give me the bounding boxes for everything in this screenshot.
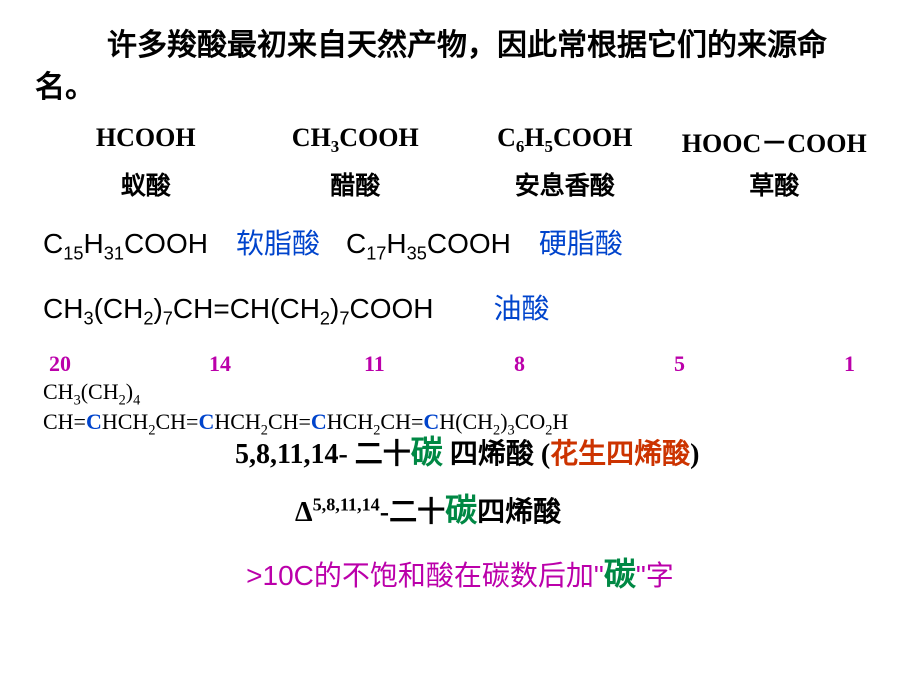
palmitic-formula: C15H31COOH [43, 228, 208, 265]
palmitic-name: 软脂酸 [236, 222, 320, 262]
delta-symbol: Δ [295, 497, 313, 528]
position-numbers: 20 14 11 8 5 1 [35, 351, 885, 377]
pos-20: 20 [49, 351, 209, 377]
formula-3: C6H5COOH [460, 123, 670, 160]
carbon-char-3: 碳 [604, 556, 636, 592]
peanut-acid: 花生四烯酸 [550, 439, 690, 470]
pos-8: 8 [514, 351, 674, 377]
mid-text: -二十 [380, 497, 445, 528]
prefix-numbers: 5,8,11,14- [235, 439, 355, 470]
naming-rule: >10C的不饱和酸在碳数后加"碳"字 [35, 549, 885, 595]
rule-p1: >10C的不饱和酸在碳数后加" [246, 560, 604, 591]
pos-5: 5 [674, 351, 844, 377]
formula-1: HCOOH [41, 123, 251, 160]
formula-2: CH3COOH [251, 123, 461, 160]
delta-sup: 5,8,11,14 [313, 495, 380, 515]
stearic-name: 硬脂酸 [539, 222, 623, 262]
oleic-name: 油酸 [494, 287, 550, 327]
oleic-formula: CH3(CH2)7CH=CH(CH2)7COOH [43, 293, 434, 330]
suffix-1: 四烯酸 ( [443, 439, 550, 470]
rule-p2: "字 [636, 560, 674, 591]
intro-text: 许多羧酸最初来自天然产物，因此常根据它们的来源命名。 [35, 25, 885, 109]
fatty-row-1: C15H31COOH 软脂酸 C17H35COOH 硬脂酸 [35, 222, 885, 265]
name-3: 安息香酸 [460, 166, 670, 202]
pos-11: 11 [364, 351, 514, 377]
long-formula-line1: CH3(CH2)4 [43, 379, 885, 409]
acid-names-row: 蚁酸 醋酸 安息香酸 草酸 [35, 166, 885, 202]
formula-4: HOOC－COOH [670, 123, 880, 160]
fatty-row-2: CH3(CH2)7CH=CH(CH2)7COOH 油酸 [35, 287, 885, 330]
name-4: 草酸 [670, 166, 880, 202]
carbon-char-1: 碳 [411, 434, 443, 470]
acid-formulas-row: HCOOH CH3COOH C6H5COOH HOOC－COOH [35, 123, 885, 160]
compound-name-2: Δ5,8,11,14-二十碳四烯酸 [35, 485, 885, 531]
name-1: 蚁酸 [41, 166, 251, 202]
name-2: 醋酸 [251, 166, 461, 202]
stearic-formula: C17H35COOH [346, 228, 511, 265]
suffix-2: 四烯酸 [477, 497, 561, 528]
twenty: 二十 [355, 439, 411, 470]
close-paren: ) [690, 439, 699, 470]
pos-1: 1 [844, 351, 855, 377]
compound-name-1: 5,8,11,14- 二十碳 四烯酸 (花生四烯酸) [35, 427, 885, 473]
pos-14: 14 [209, 351, 364, 377]
carbon-char-2: 碳 [445, 492, 477, 528]
